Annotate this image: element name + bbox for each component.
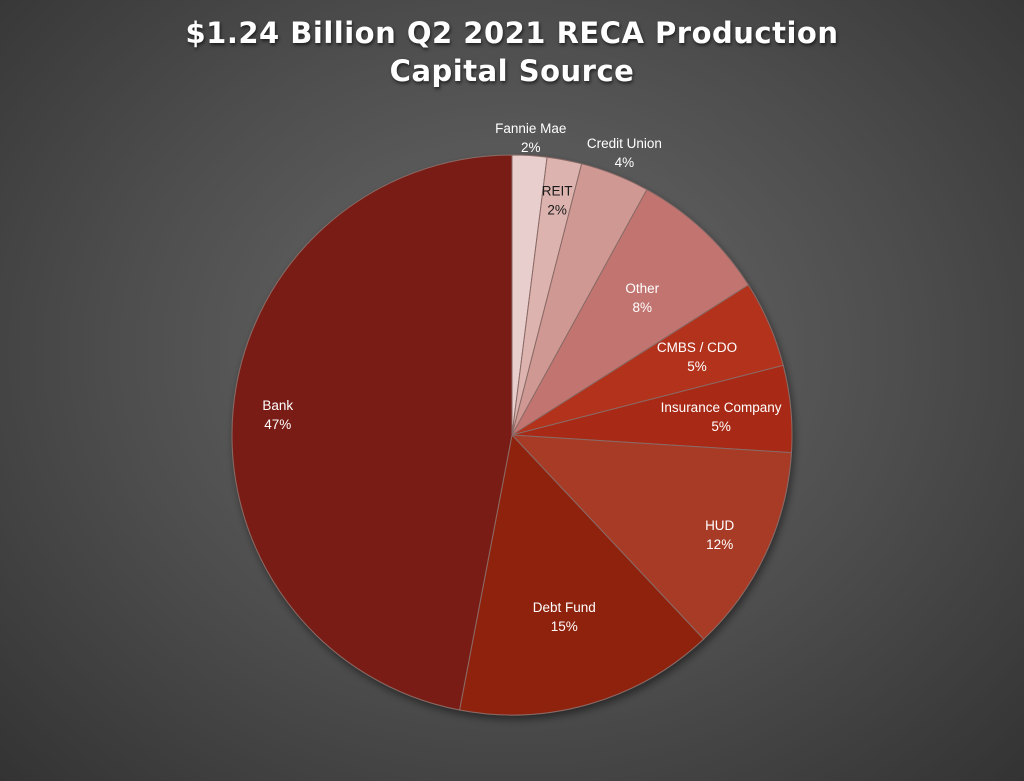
slice-label-fannie-mae: Fannie Mae — [495, 121, 566, 136]
slice-value-other: 8% — [633, 300, 653, 315]
slice-value-credit-union: 4% — [615, 155, 635, 170]
slice-value-hud: 12% — [706, 537, 733, 552]
slice-label-insurance-company: Insurance Company — [661, 400, 782, 415]
slice-value-fannie-mae: 2% — [521, 140, 541, 155]
slice-label-credit-union: Credit Union — [587, 136, 662, 151]
slice-value-cmbs-cdo: 5% — [687, 359, 707, 374]
slice-value-reit: 2% — [547, 203, 567, 218]
slice-value-bank: 47% — [264, 417, 291, 432]
pie-slices — [231, 154, 793, 716]
pie-slice-debt-fund — [458, 433, 705, 716]
slice-label-hud: HUD — [705, 518, 734, 533]
slice-label-reit: REIT — [542, 184, 573, 199]
slice-label-cmbs-cdo: CMBS / CDO — [657, 340, 737, 355]
chart-title: $1.24 Billion Q2 2021 RECA Production Ca… — [0, 14, 1024, 90]
chart-title-line-1: $1.24 Billion Q2 2021 RECA Production — [185, 16, 839, 50]
slice-label-debt-fund: Debt Fund — [533, 600, 596, 615]
slice-label-bank: Bank — [262, 398, 293, 413]
slice-value-insurance-company: 5% — [711, 419, 731, 434]
pie-slice-other — [511, 188, 750, 436]
chart-title-line-2: Capital Source — [389, 54, 635, 88]
pie-labels: Fannie Mae 2% REIT 2% Credit Union 4% Other 8% C… — [262, 121, 781, 634]
slice-value-debt-fund: 15% — [551, 619, 578, 634]
pie-slice-hud — [510, 434, 792, 640]
slice-label-other: Other — [625, 281, 659, 296]
pie-slice-bank — [231, 154, 513, 711]
